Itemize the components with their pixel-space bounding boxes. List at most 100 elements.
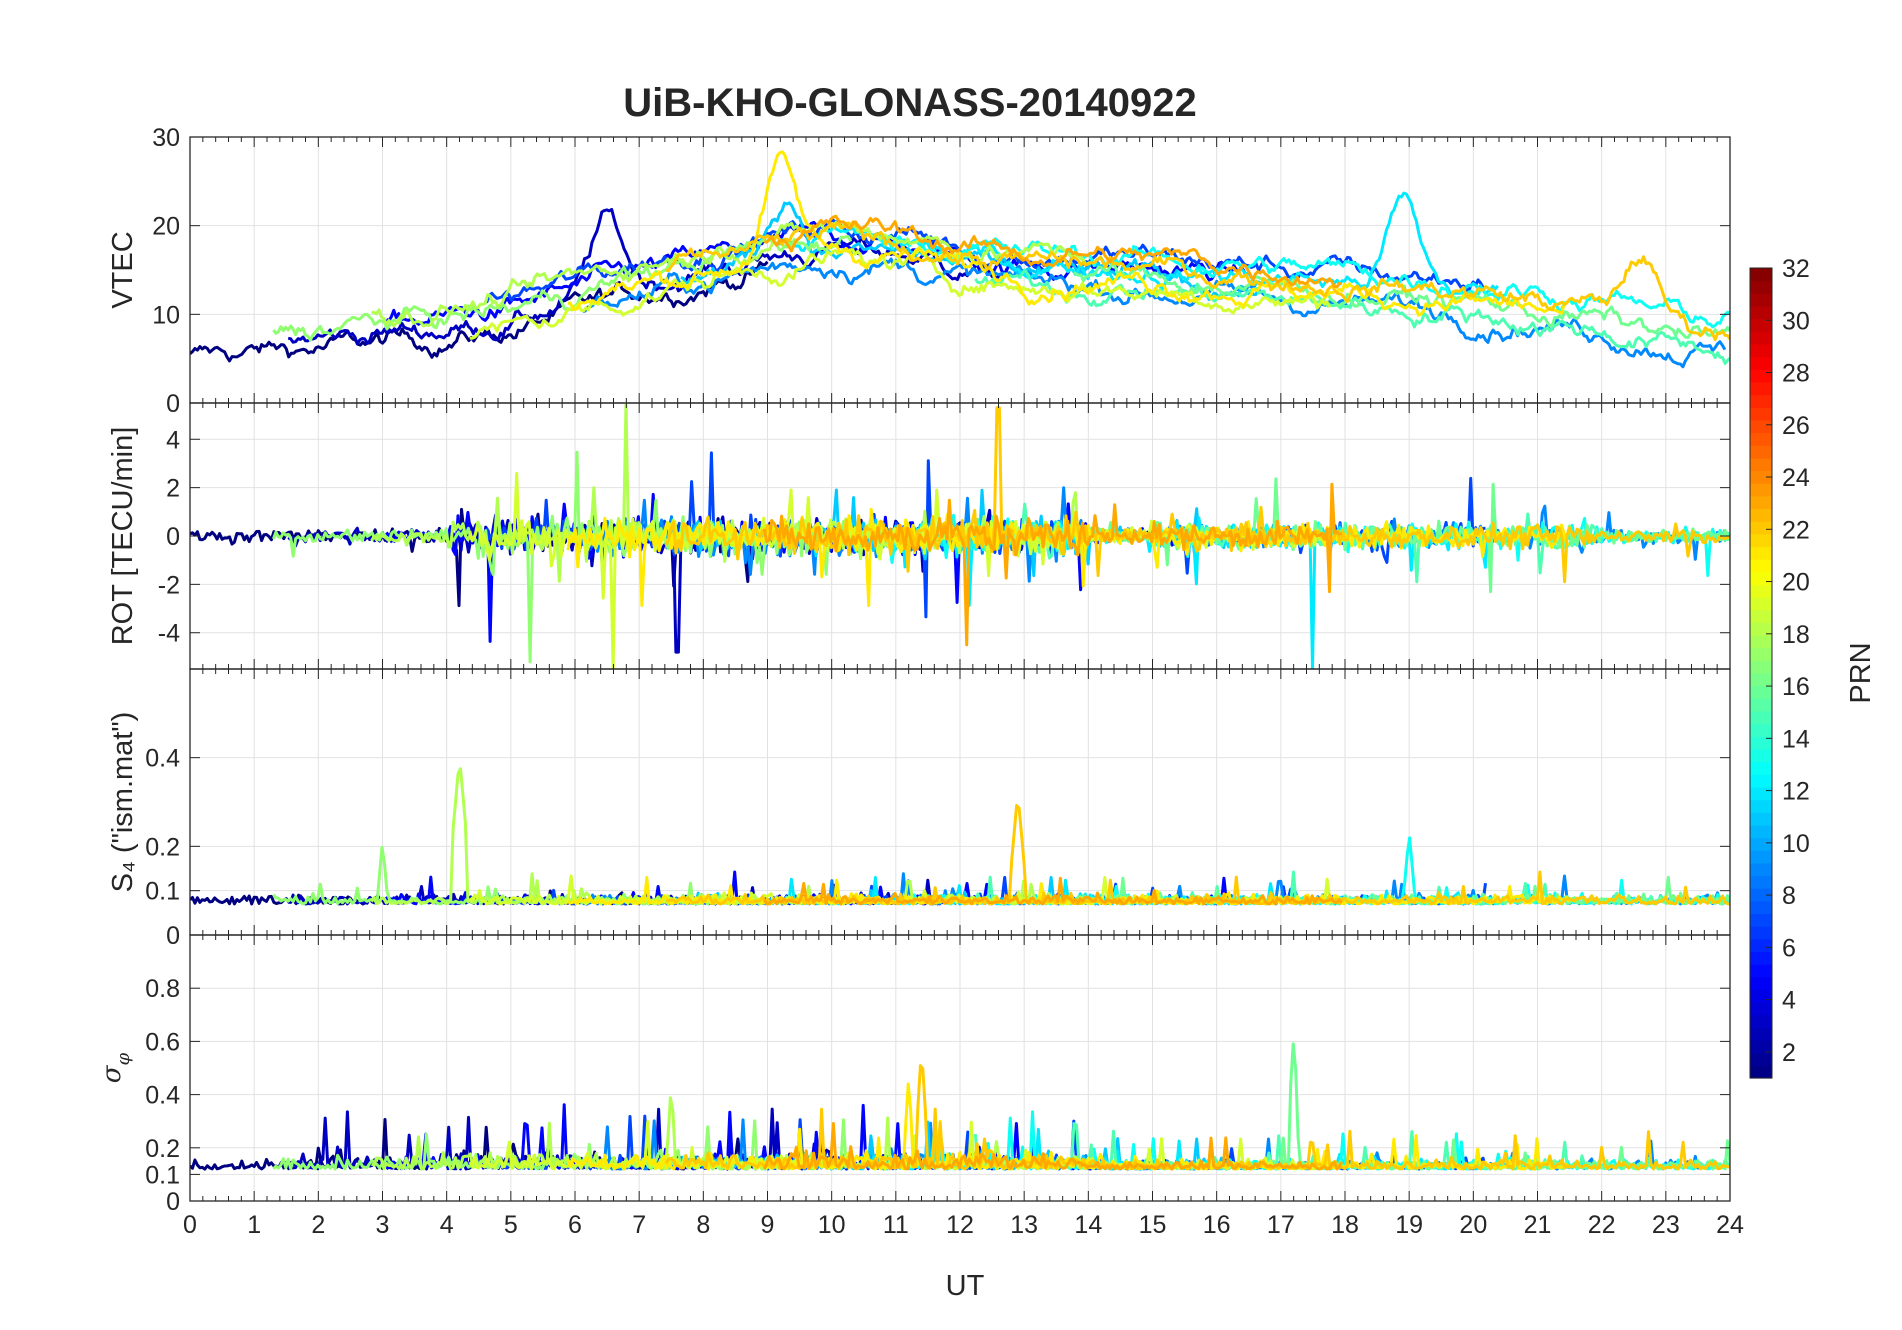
colorbar-segment [1750, 938, 1772, 953]
colorbar-segment [1750, 710, 1772, 725]
series-line-prn-22 [666, 220, 1730, 342]
y-tick-label-rot: 4 [166, 426, 180, 454]
x-tick-label: 8 [696, 1211, 710, 1239]
colorbar-segment [1750, 495, 1772, 510]
colorbar-segment [1750, 736, 1772, 750]
colorbar-segment [1750, 824, 1772, 839]
series-line-prn-23 [764, 214, 1343, 289]
x-ticks-vtec [189, 137, 1731, 403]
series-line-prn-3 [287, 207, 1009, 346]
colorbar-segment [1750, 293, 1772, 307]
series-line-prn-19 [469, 245, 1331, 340]
y-axis-label-vtec: VTEC [107, 231, 139, 308]
colorbar-segment [1750, 723, 1772, 737]
series-line-prn-16 [1073, 262, 1730, 339]
colorbar-segment [1750, 356, 1772, 370]
colorbar-segment [1750, 318, 1772, 332]
x-ticks-s4 [189, 669, 1731, 935]
colorbar-segment [1750, 1002, 1772, 1016]
x-tick-label: 24 [1716, 1211, 1744, 1239]
y-ticks-vtec: 0 10 20 30 [152, 124, 1730, 418]
y-tick-label-s4: 0 [166, 922, 180, 950]
colorbar-tick-label: 28 [1782, 360, 1810, 388]
x-tick-label: 15 [1139, 1211, 1167, 1239]
y-tick-label-sigma_phi: 0.1 [145, 1161, 180, 1189]
colorbar-segment [1750, 432, 1772, 446]
x-tick-label: 22 [1588, 1211, 1616, 1239]
x-tick-label: 21 [1524, 1211, 1552, 1239]
colorbar-label: PRN [1845, 642, 1877, 703]
colorbar-tick-label: 24 [1782, 464, 1810, 492]
y-tick-label-sigma_phi: 0.2 [145, 1135, 180, 1163]
phi-subscript: φ [113, 1052, 134, 1065]
y-tick-label-s4: 0.1 [145, 878, 180, 906]
colorbar-segment [1750, 635, 1772, 649]
series-s4 [190, 767, 1730, 906]
panel-s4: 0 0.1 0.2 0.4S₄ ("ism.mat") [107, 668, 1731, 950]
colorbar-segment [1750, 445, 1772, 459]
colorbar-segment [1750, 774, 1772, 788]
colorbar-segment [1750, 521, 1772, 535]
colorbar-segment [1750, 989, 1772, 1003]
colorbar-tick-label: 6 [1782, 934, 1796, 962]
colorbar-segment [1750, 407, 1772, 421]
colorbar-segment [1750, 369, 1772, 383]
colorbar-segment [1750, 609, 1772, 623]
series-line-prn-23 [762, 1122, 1344, 1171]
colorbar-segment [1750, 850, 1772, 864]
colorbar-segment [1750, 305, 1772, 320]
colorbar-segment [1750, 761, 1772, 775]
x-tick-label: 18 [1331, 1211, 1359, 1239]
colorbar-segment [1750, 1014, 1772, 1028]
colorbar-segment [1750, 584, 1772, 598]
colorbar-segment [1750, 685, 1772, 699]
colorbar-segment [1750, 533, 1772, 548]
colorbar-segment [1750, 748, 1772, 763]
series-vtec [190, 150, 1730, 369]
x-tick-label: 23 [1652, 1211, 1680, 1239]
colorbar-segment [1750, 508, 1772, 522]
x-tick-label: 17 [1267, 1211, 1295, 1239]
colorbar-segment [1750, 875, 1772, 889]
colorbar-segment [1750, 660, 1772, 674]
x-ticks-sigma_phi [189, 935, 1731, 1201]
colorbar-segment [1750, 343, 1772, 358]
colorbar-segment [1750, 280, 1772, 294]
series-line-prn-13 [875, 234, 1730, 329]
colorbar-segment [1750, 1052, 1772, 1066]
colorbar-segment [1750, 964, 1772, 978]
x-tick-label: 7 [632, 1211, 646, 1239]
x-tick-label: 5 [504, 1211, 518, 1239]
colorbar-segment [1750, 559, 1772, 573]
colorbar-border [1749, 267, 1773, 1079]
colorbar-segment [1750, 837, 1772, 851]
colorbar-tick-label: 8 [1782, 882, 1796, 910]
colorbar-tick-label: 22 [1782, 516, 1810, 544]
x-tick-label: 0 [183, 1211, 197, 1239]
x-axis-label: UT [946, 1270, 985, 1302]
colorbar-segment [1750, 381, 1772, 396]
colorbar-tick-label: 2 [1782, 1039, 1796, 1067]
colorbar-segment [1750, 951, 1772, 965]
colorbar-segment [1750, 622, 1772, 636]
y-axis-label-rot: ROT [TECU/min] [107, 427, 139, 646]
colorbar-segment [1750, 926, 1772, 940]
colorbar-segment [1750, 394, 1772, 408]
colorbar-segment [1750, 913, 1772, 927]
colorbar-segment [1750, 862, 1772, 877]
x-tick-label: 13 [1010, 1211, 1038, 1239]
colorbar-segment [1750, 1040, 1772, 1054]
series-sigma_phi [190, 1042, 1730, 1171]
colorbar-tick-label: 30 [1782, 307, 1810, 335]
colorbar-tick-label: 12 [1782, 778, 1810, 806]
colorbar-segment [1750, 419, 1772, 434]
x-tick-label: 16 [1203, 1211, 1231, 1239]
x-tick-label: 11 [883, 1211, 909, 1239]
x-tick-label: 10 [818, 1211, 846, 1239]
x-ticks-rot [189, 403, 1731, 669]
colorbar-tick-label: 14 [1782, 725, 1810, 753]
